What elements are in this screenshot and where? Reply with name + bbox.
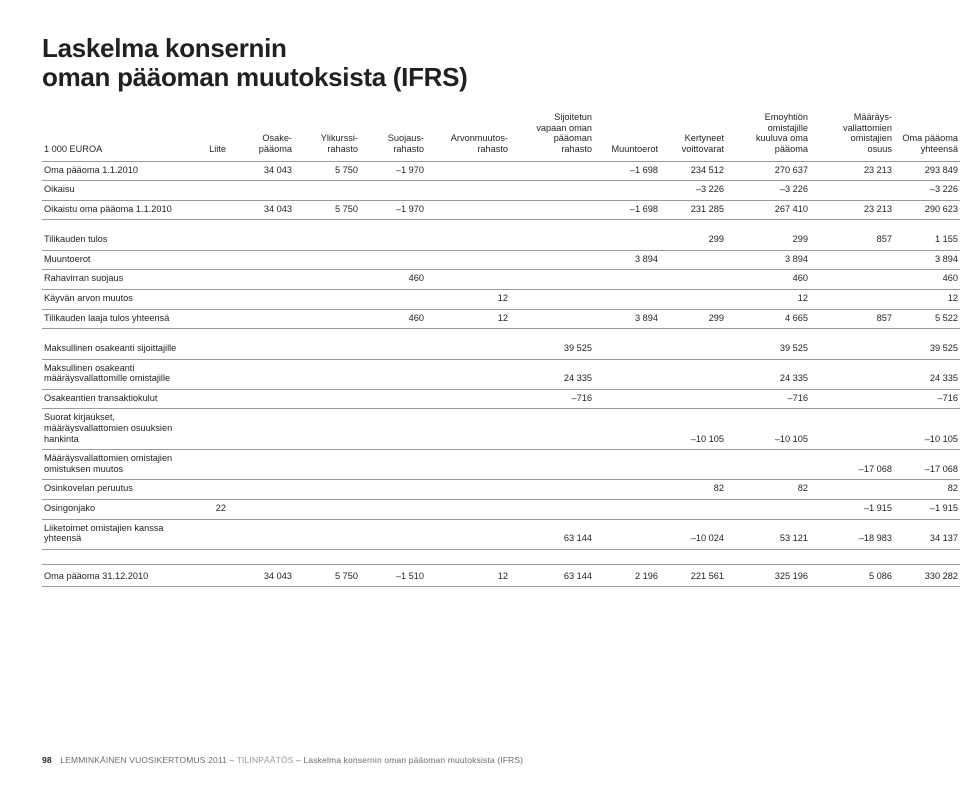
table-row: Tilikauden laaja tulos yhteensä 460 12 3… <box>42 309 960 329</box>
equity-changes-table: 1 000 EUROA Liite Osake-pääoma Ylikurssi… <box>42 110 960 587</box>
footer-text-c: – Laskelma konsernin oman pääoman muutok… <box>294 755 524 765</box>
table-row: Muuntoerot 3 894 3 894 3 894 <box>42 250 960 270</box>
table-row: Maksullinen osakeanti sijoittajille 39 5… <box>42 329 960 360</box>
title-line-2: oman pääoman muutoksista (IFRS) <box>42 62 468 92</box>
table-row: Osinkovelan peruutus 82 82 82 <box>42 480 960 500</box>
table-row: Oikaisu –3 226 –3 226 –3 226 <box>42 181 960 201</box>
table-row: Liiketoimet omistajien kanssayhteensä 63… <box>42 519 960 549</box>
row-label: Maksullinen osakeanti sijoittajille <box>42 329 192 360</box>
table-row: Osingonjako 22 –1 915 –1 915 <box>42 499 960 519</box>
table-row: Oma pääoma 1.1.2010 34 043 5 750 –1 970 … <box>42 161 960 181</box>
table-row-final: Oma pääoma 31.12.2010 34 043 5 750 –1 51… <box>42 564 960 587</box>
row-label: Käyvän arvon muutos <box>42 290 192 310</box>
row-label: Oma pääoma 31.12.2010 <box>42 564 192 587</box>
row-label: Liiketoimet omistajien kanssayhteensä <box>42 519 192 549</box>
col-1: Liite <box>192 110 228 161</box>
row-label: Osakeantien transaktiokulut <box>42 389 192 409</box>
table-row: Määräysvallattomien omistajienomistuksen… <box>42 450 960 480</box>
col-0: 1 000 EUROA <box>42 110 192 161</box>
table-row: Rahavirran suojaus 460 460 460 <box>42 270 960 290</box>
col-6: Sijoitetunvapaan omanpääomanrahasto <box>510 110 594 161</box>
page-number: 98 <box>42 755 52 765</box>
col-2: Osake-pääoma <box>228 110 294 161</box>
row-label: Osingonjako <box>42 499 192 519</box>
row-label: Tilikauden laaja tulos yhteensä <box>42 309 192 329</box>
table-row: Oikaistu oma pääoma 1.1.2010 34 043 5 75… <box>42 200 960 220</box>
footer-text-a: LEMMINKÄINEN VUOSIKERTOMUS 2011 – <box>60 755 236 765</box>
table-row: Maksullinen osakeantimääräysvallattomill… <box>42 359 960 389</box>
row-label: Muuntoerot <box>42 250 192 270</box>
row-label: Oma pääoma 1.1.2010 <box>42 161 192 181</box>
row-label: Suorat kirjaukset,määräysvallattomien os… <box>42 409 192 450</box>
row-label: Oikaisu <box>42 181 192 201</box>
col-8: Kertyneetvoittovarat <box>660 110 726 161</box>
col-4: Suojaus-rahasto <box>360 110 426 161</box>
row-label: Maksullinen osakeantimääräysvallattomill… <box>42 359 192 389</box>
row-label: Tilikauden tulos <box>42 220 192 251</box>
row-label: Määräysvallattomien omistajienomistuksen… <box>42 450 192 480</box>
row-label: Osinkovelan peruutus <box>42 480 192 500</box>
col-11: Oma pääomayhteensä <box>894 110 960 161</box>
col-3: Ylikurssi-rahasto <box>294 110 360 161</box>
col-9: Emoyhtiönomistajillekuuluva omapääoma <box>726 110 810 161</box>
col-5: Arvonmuutos-rahasto <box>426 110 510 161</box>
footer-text-b: TILINPÄÄTÖS <box>237 755 294 765</box>
table-row: Käyvän arvon muutos 12 12 12 <box>42 290 960 310</box>
col-10: Määräys-vallattomienomistajienosuus <box>810 110 894 161</box>
title-line-1: Laskelma konsernin <box>42 33 287 63</box>
table-row: Tilikauden tulos 299 299 857 1 155 <box>42 220 960 251</box>
row-label: Oikaistu oma pääoma 1.1.2010 <box>42 200 192 220</box>
row-label: Rahavirran suojaus <box>42 270 192 290</box>
page-footer: 98 LEMMINKÄINEN VUOSIKERTOMUS 2011 – TIL… <box>42 755 523 765</box>
table-row: Suorat kirjaukset,määräysvallattomien os… <box>42 409 960 450</box>
table-row: Osakeantien transaktiokulut –716 –716 –7… <box>42 389 960 409</box>
page-title: Laskelma konsernin oman pääoman muutoksi… <box>42 34 918 92</box>
col-7: Muuntoerot <box>594 110 660 161</box>
